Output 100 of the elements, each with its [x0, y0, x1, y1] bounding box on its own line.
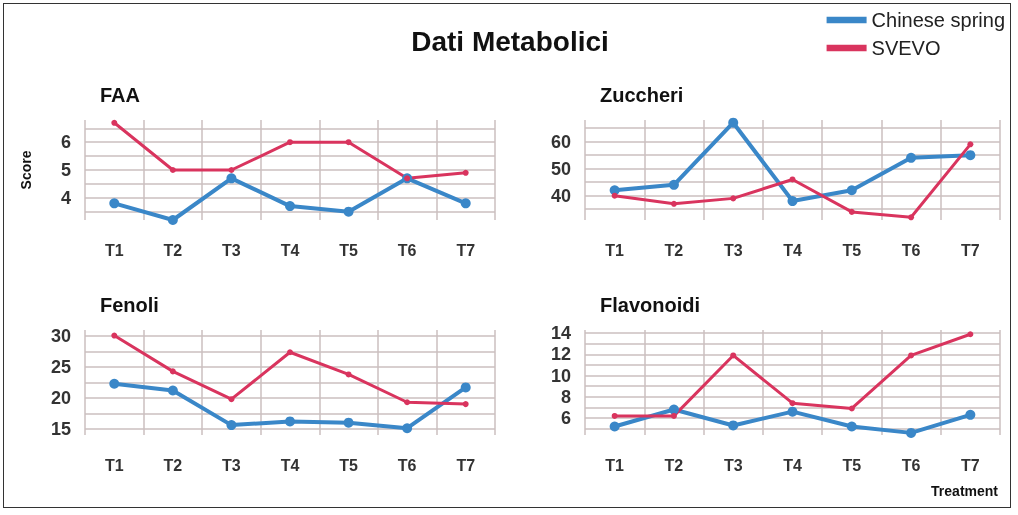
x-tick-label: T2 [163, 241, 183, 259]
x-tick-label: T2 [664, 456, 684, 474]
x-tick-label: T7 [961, 456, 980, 474]
point [285, 201, 295, 212]
x-tick-label: T1 [104, 241, 124, 259]
x-tick-label: T1 [605, 456, 625, 474]
text: Dati Metabolici [411, 25, 609, 57]
point [846, 421, 857, 432]
x-tick-label: T3 [222, 456, 241, 474]
point [965, 150, 976, 161]
y-tick-label: 20 [50, 387, 71, 408]
x-tick-label: T7 [456, 241, 476, 259]
point [611, 412, 618, 419]
point [787, 196, 798, 207]
point [908, 214, 915, 221]
point [109, 378, 120, 389]
point [285, 416, 295, 427]
y-tick-label: 8 [560, 386, 571, 407]
x-axis-title: Treatment [931, 483, 999, 499]
x-tick-label: T4 [783, 456, 802, 474]
y-tick-label: 5 [60, 160, 71, 180]
point [167, 215, 178, 225]
y-tick-label: 4 [60, 187, 71, 208]
point [460, 382, 471, 393]
point [906, 427, 917, 438]
point [228, 396, 235, 403]
point [906, 152, 917, 163]
x-tick-label: T4 [280, 241, 300, 259]
point [226, 420, 237, 431]
point [169, 368, 176, 375]
point [460, 198, 471, 209]
point [668, 179, 679, 190]
x-tick-label: T3 [723, 456, 743, 474]
x-tick-label: T3 [723, 241, 743, 259]
chart-title: Zuccheri [600, 84, 684, 106]
y-axis-title: Score [18, 150, 34, 190]
x-tick-label: T4 [280, 456, 300, 474]
point [226, 173, 237, 184]
point [345, 139, 352, 146]
legend-label: SVEVO [871, 37, 941, 59]
point [848, 208, 855, 215]
point [730, 352, 737, 359]
x-tick-label: T2 [664, 241, 684, 259]
chart-title: Fenoli [100, 294, 159, 316]
y-tick-label: 6 [60, 132, 71, 153]
x-tick-label: T1 [605, 241, 625, 259]
point [343, 206, 354, 217]
x-tick-label: T6 [901, 241, 921, 259]
point [787, 406, 798, 417]
point [402, 423, 413, 434]
point [908, 352, 915, 359]
y-tick-label: 14 [550, 323, 571, 344]
x-tick-label: T3 [222, 241, 241, 259]
point [287, 349, 293, 356]
point [730, 195, 737, 202]
point [228, 167, 235, 173]
point [967, 331, 974, 338]
chart-title: FAA [100, 84, 140, 106]
x-tick-label: T5 [842, 241, 862, 259]
point [404, 399, 411, 406]
y-tick-label: 10 [550, 365, 571, 386]
point [670, 412, 677, 419]
point [967, 141, 974, 148]
x-tick-label: T2 [163, 456, 183, 474]
point [345, 371, 352, 378]
x-tick-label: T4 [783, 241, 802, 259]
x-tick-label: T5 [339, 456, 359, 474]
point [343, 417, 354, 428]
point [609, 421, 620, 432]
y-tick-label: 6 [560, 408, 571, 429]
x-tick-label: T7 [961, 241, 980, 259]
point [789, 400, 796, 407]
x-tick-label: T6 [901, 456, 921, 474]
y-tick-label: 30 [50, 326, 71, 347]
point [848, 405, 855, 412]
y-tick-label: 12 [550, 344, 571, 365]
y-tick-label: 40 [550, 185, 571, 206]
legend-label: Chinese spring [871, 9, 1006, 31]
point [169, 167, 176, 173]
y-tick-label: 50 [550, 158, 571, 179]
x-tick-label: T6 [397, 241, 417, 259]
x-tick-label: T6 [397, 456, 417, 474]
x-tick-label: T5 [339, 241, 359, 259]
point [462, 169, 469, 176]
point [670, 200, 677, 207]
point [846, 185, 857, 196]
point [965, 409, 976, 420]
point [728, 420, 739, 431]
point [111, 119, 118, 126]
point [109, 198, 120, 209]
y-tick-label: 25 [50, 357, 71, 378]
point [728, 117, 739, 128]
point [789, 176, 796, 183]
y-tick-label: 60 [550, 131, 571, 152]
x-tick-label: T7 [456, 456, 476, 474]
point [167, 385, 178, 396]
point [287, 139, 293, 146]
point [611, 192, 618, 199]
x-tick-label: T5 [842, 456, 862, 474]
chart-title: Flavonoidi [600, 294, 700, 316]
